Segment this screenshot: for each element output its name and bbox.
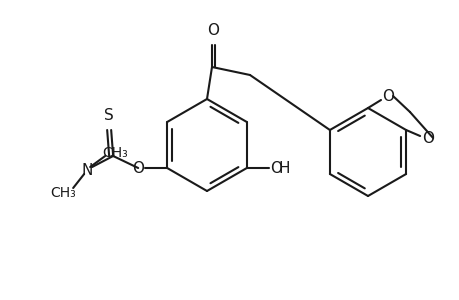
Text: O: O [381,88,393,104]
Text: O: O [132,160,144,175]
Text: CH₃: CH₃ [50,186,76,200]
Text: N: N [81,163,93,178]
Text: O: O [207,23,218,38]
Text: O: O [269,160,281,175]
Text: O: O [421,130,433,146]
Text: S: S [104,108,114,123]
Text: H: H [278,160,289,175]
Text: CH₃: CH₃ [102,146,128,160]
